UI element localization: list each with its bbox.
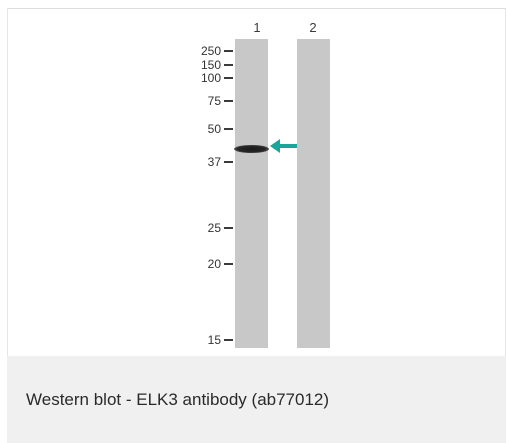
marker-250: 250 xyxy=(181,44,233,58)
marker-100: 100 xyxy=(181,71,233,85)
marker-15: 15 xyxy=(181,333,233,347)
marker-37: 37 xyxy=(181,155,233,169)
marker-50: 50 xyxy=(181,122,233,136)
protein-band xyxy=(234,145,269,153)
lane-1-label: 1 xyxy=(253,20,261,35)
lane-2-label: 2 xyxy=(309,20,317,35)
figure-caption: Western blot - ELK3 antibody (ab77012) xyxy=(26,389,330,409)
marker-75: 75 xyxy=(181,94,233,108)
band-arrow-icon xyxy=(270,139,297,153)
marker-150: 150 xyxy=(181,58,233,72)
marker-20: 20 xyxy=(181,257,233,271)
lane-2 xyxy=(297,39,330,348)
caption-bar: Western blot - ELK3 antibody (ab77012) xyxy=(7,356,506,443)
marker-25: 25 xyxy=(181,221,233,235)
lane-1 xyxy=(235,39,268,348)
